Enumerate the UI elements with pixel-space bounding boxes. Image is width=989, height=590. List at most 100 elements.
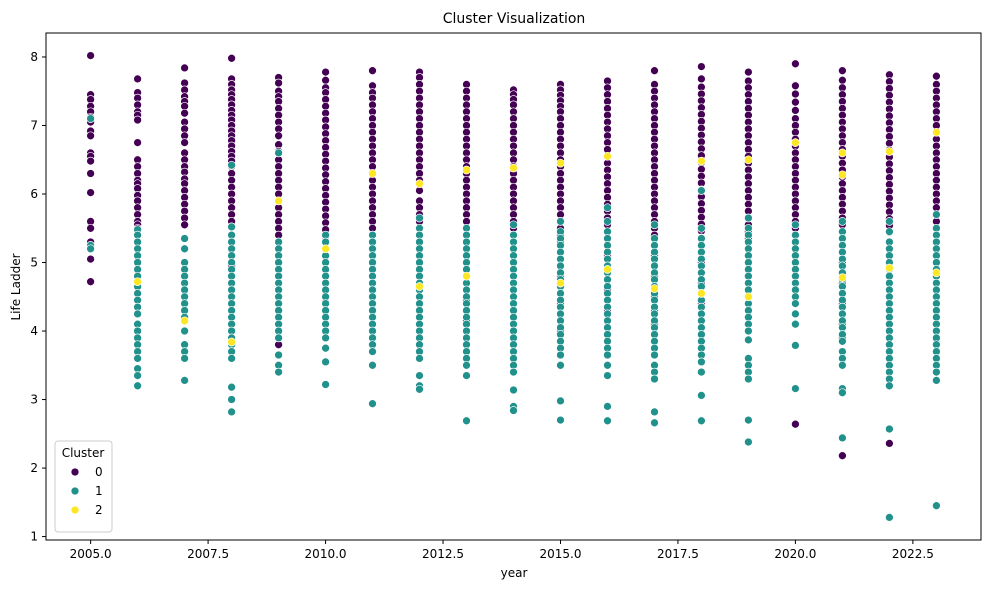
- data-point-cluster-1: [697, 223, 706, 233]
- data-point-cluster-0: [86, 131, 95, 141]
- data-point-cluster-1: [368, 360, 377, 370]
- data-point-cluster-1: [86, 114, 95, 123]
- legend: Cluster 0 1 2: [54, 440, 113, 533]
- data-point-cluster-1: [180, 326, 189, 336]
- data-point-cluster-2: [838, 170, 847, 180]
- data-point-cluster-1: [697, 186, 706, 195]
- data-point-cluster-1: [838, 360, 847, 370]
- y-tick-label: 1: [30, 530, 38, 544]
- data-point-cluster-0: [133, 138, 142, 147]
- data-point-cluster-2: [462, 165, 471, 175]
- data-point-cluster-2: [885, 263, 894, 273]
- data-point-cluster-1: [650, 407, 659, 417]
- x-axis: 2005.0 2007.5 2010.0 2012.5 2015.0 2017.5 2020…: [70, 540, 934, 561]
- y-axis-label: Life Ladder: [9, 253, 23, 320]
- data-point-cluster-1: [791, 341, 800, 350]
- y-tick-label: 5: [30, 256, 38, 270]
- x-tick-label: 2022.5: [892, 547, 934, 561]
- data-point-cluster-0: [838, 75, 847, 85]
- data-point-cluster-1: [462, 416, 471, 426]
- data-point-cluster-1: [321, 333, 330, 343]
- data-point-cluster-2: [697, 289, 706, 298]
- data-point-cluster-1: [744, 335, 753, 345]
- data-point-cluster-1: [133, 354, 142, 363]
- data-point-cluster-1: [885, 381, 894, 391]
- data-point-cluster-1: [274, 333, 283, 343]
- x-tick-label: 2017.5: [657, 547, 699, 561]
- data-point-cluster-1: [133, 371, 142, 380]
- data-point-cluster-0: [133, 115, 142, 125]
- data-point-cluster-1: [227, 160, 236, 170]
- legend-marker-2: [70, 505, 80, 515]
- data-point-cluster-1: [321, 380, 330, 389]
- data-point-cluster-1: [227, 395, 236, 404]
- data-point-cluster-2: [650, 284, 659, 293]
- legend-marker-1: [70, 486, 80, 496]
- data-point-cluster-1: [744, 415, 753, 425]
- data-point-cluster-1: [180, 354, 189, 363]
- data-point-cluster-0: [791, 81, 800, 91]
- data-point-cluster-1: [838, 217, 847, 226]
- data-point-cluster-0: [86, 223, 95, 233]
- data-point-cluster-1: [603, 350, 612, 360]
- data-point-cluster-2: [274, 196, 283, 206]
- x-tick-label: 2015.0: [539, 547, 581, 561]
- legend-title: Cluster: [62, 446, 105, 460]
- data-point-cluster-1: [744, 374, 753, 384]
- data-point-cluster-0: [650, 66, 659, 76]
- data-point-cluster-0: [791, 106, 800, 115]
- data-point-cluster-1: [650, 418, 659, 428]
- data-point-cluster-0: [321, 67, 330, 77]
- data-point-cluster-0: [133, 74, 142, 84]
- data-point-cluster-1: [415, 354, 424, 363]
- data-point-cluster-1: [885, 424, 894, 434]
- data-point-cluster-1: [885, 227, 894, 237]
- data-point-cluster-1: [556, 217, 565, 226]
- data-point-cluster-0: [274, 78, 283, 88]
- data-point-cluster-1: [274, 350, 283, 360]
- y-tick-label: 2: [30, 461, 38, 475]
- data-point-cluster-0: [791, 419, 800, 429]
- data-point-cluster-0: [932, 71, 941, 81]
- data-point-cluster-1: [462, 360, 471, 370]
- data-point-cluster-1: [697, 416, 706, 426]
- x-tick-label: 2010.0: [305, 547, 347, 561]
- data-point-cluster-0: [86, 169, 95, 178]
- data-point-cluster-2: [368, 169, 377, 178]
- data-point-cluster-0: [791, 59, 800, 69]
- data-point-cluster-2: [791, 138, 800, 147]
- data-point-cluster-0: [744, 67, 753, 77]
- data-point-cluster-1: [274, 148, 283, 158]
- data-point-cluster-0: [86, 277, 95, 287]
- data-point-cluster-0: [180, 138, 189, 147]
- data-point-cluster-1: [321, 357, 330, 367]
- data-point-cluster-1: [885, 217, 894, 226]
- data-point-cluster-1: [791, 299, 800, 308]
- legend-label-2: 2: [95, 503, 103, 517]
- data-point-cluster-1: [180, 244, 189, 254]
- data-point-cluster-2: [885, 147, 894, 156]
- data-point-cluster-2: [603, 265, 612, 274]
- data-point-cluster-0: [180, 63, 189, 73]
- data-point-cluster-1: [180, 234, 189, 243]
- data-point-cluster-1: [509, 385, 518, 395]
- data-point-cluster-1: [368, 347, 377, 356]
- x-tick-label: 2012.5: [422, 547, 464, 561]
- data-point-cluster-2: [744, 292, 753, 302]
- data-point-cluster-1: [791, 309, 800, 319]
- data-point-cluster-1: [462, 371, 471, 380]
- data-point-cluster-1: [556, 415, 565, 425]
- legend-box: [54, 440, 113, 533]
- y-tick-label: 4: [30, 324, 38, 338]
- data-point-cluster-2: [133, 277, 142, 287]
- data-point-cluster-1: [650, 350, 659, 360]
- data-point-cluster-1: [603, 203, 612, 213]
- data-point-cluster-0: [321, 75, 330, 85]
- data-point-cluster-1: [838, 336, 847, 346]
- data-point-cluster-1: [415, 384, 424, 394]
- data-point-cluster-1: [227, 407, 236, 417]
- points-layer: [86, 51, 941, 522]
- data-point-cluster-1: [227, 382, 236, 392]
- data-point-cluster-2: [838, 273, 847, 282]
